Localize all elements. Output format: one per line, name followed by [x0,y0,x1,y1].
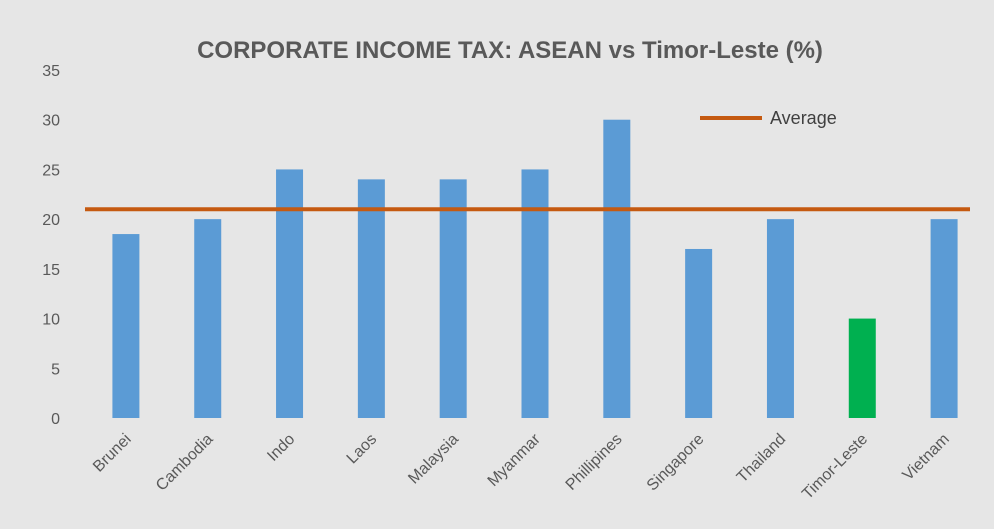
y-tick-label: 5 [51,361,60,378]
legend-average-label: Average [770,108,837,128]
bar-myanmar [521,169,549,418]
bar-phillipines [603,119,631,418]
y-tick-label: 10 [42,312,60,329]
bar-singapore [685,248,713,418]
y-axis-ticks: 0 5 10 15 20 25 30 35 [42,63,60,428]
x-tick-label: Singapore [644,431,708,495]
bar-brunei [112,234,140,418]
x-tick-label: Laos [344,431,381,468]
bar-indo [276,169,304,418]
bar-timor-leste [848,318,876,418]
chart-title: CORPORATE INCOME TAX: ASEAN vs Timor-Les… [197,37,823,64]
bar-vietnam [930,219,958,418]
bar-laos [357,179,385,418]
y-tick-label: 30 [42,113,60,130]
bar-cambodia [194,219,222,418]
x-tick-label: Brunei [90,431,135,476]
y-tick-label: 0 [51,411,60,428]
x-tick-label: Cambodia [153,431,217,495]
x-axis-ticks: Brunei Cambodia Indo Laos Malaysia Myanmar Phi… [90,430,953,502]
y-tick-label: 35 [42,63,60,80]
x-tick-label: Myanmar [485,430,545,490]
x-tick-label: Timor-Leste [799,431,871,503]
x-tick-label: Phillipines [563,431,626,494]
x-tick-label: Malaysia [405,431,462,488]
y-tick-label: 15 [42,262,60,279]
bar-malaysia [439,179,467,418]
bar-thailand [766,219,794,418]
y-tick-label: 25 [42,162,60,179]
legend: Average [700,108,837,128]
x-tick-label: Indo [264,431,298,465]
y-tick-label: 20 [42,212,60,229]
x-tick-label: Vietnam [900,431,953,484]
bars [112,119,958,418]
x-tick-label: Thailand [734,431,789,486]
